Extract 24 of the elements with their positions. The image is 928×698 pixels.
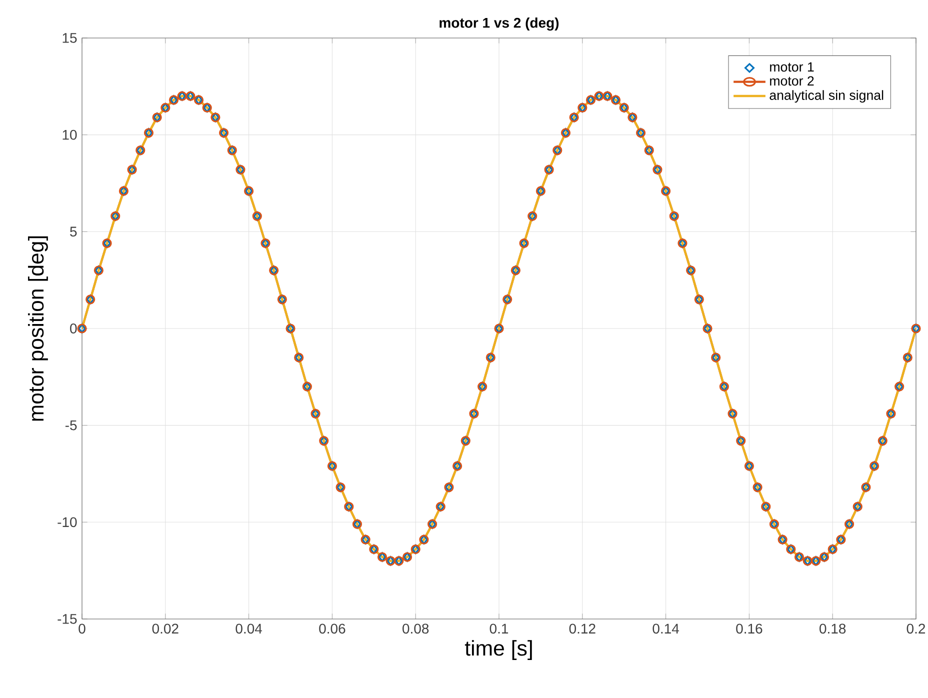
x-tick-label: 0 — [78, 624, 86, 634]
chart-title: motor 1 vs 2 (deg) — [440, 18, 559, 31]
x-tick-label: 0.06 — [319, 624, 346, 634]
x-tick-label: 0.14 — [652, 624, 679, 634]
x-axis-title: time [s] — [464, 640, 532, 660]
y-axis-title: motor position [deg] — [28, 236, 48, 421]
y-tick-label: -15 — [58, 614, 77, 624]
y-tick-label: -5 — [65, 420, 77, 430]
x-tick-label: 0.02 — [152, 624, 178, 634]
y-tick-label: 10 — [62, 130, 77, 140]
x-tick-label: 0.18 — [820, 624, 846, 634]
x-tick-label: 0.16 — [736, 624, 762, 634]
legend-label: motor 1 — [770, 62, 814, 72]
y-tick-label: 5 — [70, 226, 77, 237]
legend-label: motor 2 — [770, 76, 814, 86]
x-tick-label: 0.04 — [236, 624, 262, 634]
y-tick-label: 0 — [70, 324, 77, 334]
x-tick-label: 0.1 — [490, 624, 508, 634]
y-tick-label: -10 — [58, 517, 77, 528]
x-tick-label: 0.08 — [402, 624, 429, 634]
x-tick-label: 0.12 — [569, 624, 596, 634]
x-tick-label: 0.2 — [906, 624, 926, 634]
y-tick-label: 15 — [62, 33, 77, 43]
legend-label: analytical sin signal — [770, 90, 884, 103]
